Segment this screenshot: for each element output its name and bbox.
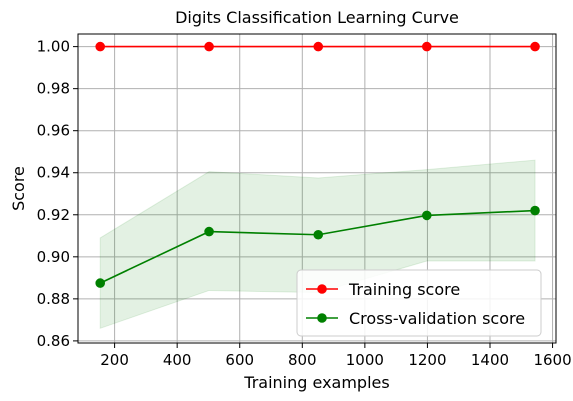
x-tick-label: 200 [100,351,129,369]
legend-marker-0 [318,285,327,294]
y-axis-title: Score [9,166,28,211]
y-tick-label: 0.90 [37,248,70,266]
data-point-0 [314,42,323,51]
y-tick-label: 1.00 [37,38,70,56]
x-tick-label: 1400 [471,351,509,369]
legend-marker-1 [318,314,327,323]
legend-label-0: Training score [348,280,460,299]
data-point-0 [96,42,105,51]
x-axis-ticks: 200 400 600 800 1000 1200 1400 1600 [100,343,571,369]
y-tick-label: 0.88 [37,290,70,308]
chart-title: Digits Classification Learning Curve [175,8,459,27]
x-tick-label: 1200 [408,351,446,369]
data-point-1 [423,211,432,220]
x-tick-label: 1600 [533,351,571,369]
x-tick-label: 400 [163,351,192,369]
data-point-0 [205,42,214,51]
y-tick-label: 0.86 [37,332,70,350]
x-tick-label: 1000 [346,351,384,369]
y-axis-ticks: 0.86 0.88 0.90 0.92 0.94 0.96 0.98 1.00 [37,38,78,350]
data-point-1 [205,227,214,236]
x-axis-title: Training examples [243,373,389,392]
data-point-0 [423,42,432,51]
data-point-0 [531,42,540,51]
x-tick-label: 800 [288,351,317,369]
legend-label-1: Cross-validation score [349,309,525,328]
x-tick-label: 600 [225,351,254,369]
data-point-1 [314,230,323,239]
data-point-1 [96,279,105,288]
y-tick-label: 0.96 [37,122,70,140]
legend: Training score Cross-validation score [297,270,541,336]
data-point-1 [531,206,540,215]
y-tick-label: 0.94 [37,164,70,182]
y-tick-label: 0.92 [37,206,70,224]
y-tick-label: 0.98 [37,80,70,98]
